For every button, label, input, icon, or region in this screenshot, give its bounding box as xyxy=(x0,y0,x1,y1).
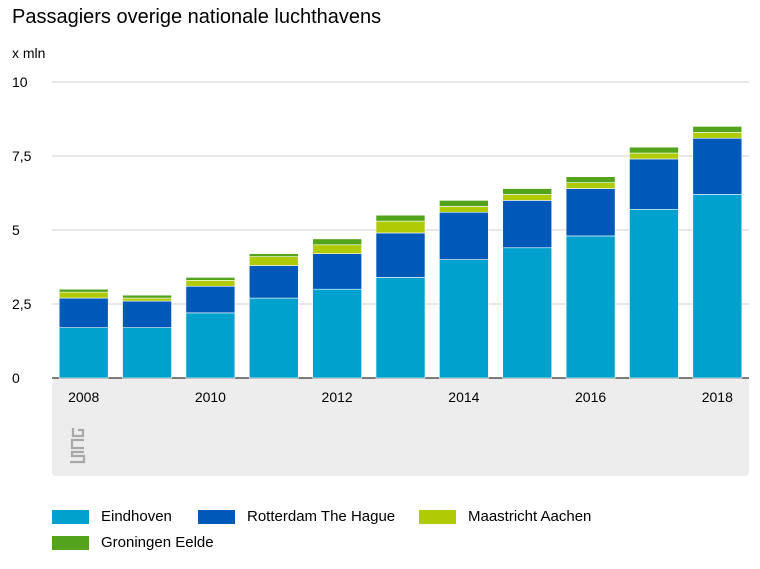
y-axis-label: x mln xyxy=(12,45,46,61)
bar-segment-groningen-eelde-2016 xyxy=(565,176,616,183)
bar-segment-maastricht-aachen-2016 xyxy=(565,182,616,189)
bar-segment-rotterdam-the-hague-2014 xyxy=(439,211,489,260)
bar-segment-rotterdam-the-hague-2011 xyxy=(248,265,299,299)
bar-segment-maastricht-aachen-2014 xyxy=(439,206,489,213)
bar-segment-groningen-eelde-2008 xyxy=(58,288,109,293)
legend-label-eindhoven: Eindhoven xyxy=(101,508,172,525)
bar-segment-maastricht-aachen-2008 xyxy=(58,291,109,299)
bar-segment-rotterdam-the-hague-2017 xyxy=(629,158,679,210)
legend-item-rotterdam: Rotterdam The Hague xyxy=(198,508,395,525)
x-tick-label: 2010 xyxy=(195,389,226,405)
bar-segment-groningen-eelde-2012 xyxy=(312,238,362,246)
legend-item-maastricht: Maastricht Aachen xyxy=(419,508,591,525)
bar-segment-rotterdam-the-hague-2009 xyxy=(122,300,172,328)
y-tick-label: 7,5 xyxy=(12,148,32,164)
x-tick-label: 2008 xyxy=(68,389,99,405)
chart-plot: 0 2,5 5 7,5 10 2008 2010 2012 2014 2016 2018 xyxy=(12,74,749,476)
bar-segment-eindhoven-2013 xyxy=(375,277,426,379)
bar-segment-maastricht-aachen-2011 xyxy=(248,256,299,266)
bar-segment-groningen-eelde-2013 xyxy=(375,214,426,222)
legend-swatch-rotterdam xyxy=(198,509,235,524)
bar-segment-maastricht-aachen-2017 xyxy=(629,152,679,160)
y-tick-label: 0 xyxy=(12,370,20,386)
bar-segment-maastricht-aachen-2010 xyxy=(185,280,236,287)
bar-segment-eindhoven-2014 xyxy=(439,259,489,379)
bar-segment-rotterdam-the-hague-2010 xyxy=(185,285,236,314)
legend-label-groningen: Groningen Eelde xyxy=(101,534,214,551)
x-tick-label: 2016 xyxy=(575,389,606,405)
bar-segment-eindhoven-2018 xyxy=(692,194,743,379)
bar-segment-eindhoven-2008 xyxy=(58,327,109,379)
bar-segment-rotterdam-the-hague-2012 xyxy=(312,253,362,290)
bar-segment-maastricht-aachen-2012 xyxy=(312,244,362,254)
x-tick-label: 2018 xyxy=(702,389,733,405)
bar-segment-maastricht-aachen-2009 xyxy=(122,297,172,302)
bar-segment-maastricht-aachen-2015 xyxy=(502,194,553,201)
legend-swatch-eindhoven xyxy=(52,509,89,524)
y-tick-label: 10 xyxy=(12,74,28,90)
bar-segment-eindhoven-2011 xyxy=(248,297,299,379)
bar-segment-rotterdam-the-hague-2016 xyxy=(565,188,616,237)
cbs-logo-icon xyxy=(70,428,86,464)
legend-item-groningen: Groningen Eelde xyxy=(52,534,214,551)
y-tick-label: 2,5 xyxy=(12,296,32,312)
bar-segment-maastricht-aachen-2018 xyxy=(692,132,743,139)
bar-segment-groningen-eelde-2009 xyxy=(122,294,172,299)
bar-segment-groningen-eelde-2017 xyxy=(629,146,679,154)
bar-segment-eindhoven-2016 xyxy=(565,235,616,379)
y-tick-label: 5 xyxy=(12,222,20,238)
bar-segment-groningen-eelde-2014 xyxy=(439,200,489,207)
bar-segment-eindhoven-2009 xyxy=(122,327,172,379)
bar-segment-groningen-eelde-2015 xyxy=(502,188,553,195)
bar-segment-eindhoven-2017 xyxy=(629,208,679,379)
bar-segment-groningen-eelde-2010 xyxy=(185,277,236,281)
bar-segment-groningen-eelde-2011 xyxy=(248,253,299,257)
bar-segment-eindhoven-2015 xyxy=(502,247,553,379)
x-tick-label: 2012 xyxy=(322,389,353,405)
bar-segment-eindhoven-2012 xyxy=(312,288,362,379)
bar-segment-groningen-eelde-2018 xyxy=(692,126,743,133)
legend-swatch-maastricht xyxy=(419,509,456,524)
legend-item-eindhoven: Eindhoven xyxy=(52,508,172,525)
x-axis-band xyxy=(52,378,749,476)
legend-label-rotterdam: Rotterdam The Hague xyxy=(247,508,396,525)
legend-swatch-groningen xyxy=(52,535,89,550)
chart-title: Passagiers overige nationale luchthavens xyxy=(12,6,382,28)
bar-segment-rotterdam-the-hague-2008 xyxy=(58,297,109,328)
bar-segment-rotterdam-the-hague-2013 xyxy=(375,232,426,278)
bar-segment-maastricht-aachen-2013 xyxy=(375,220,426,234)
bar-segment-rotterdam-the-hague-2015 xyxy=(502,200,553,249)
legend-label-maastricht: Maastricht Aachen xyxy=(468,508,592,525)
bar-segment-rotterdam-the-hague-2018 xyxy=(692,137,743,195)
bar-segment-eindhoven-2010 xyxy=(185,312,236,379)
x-tick-label: 2014 xyxy=(448,389,479,405)
